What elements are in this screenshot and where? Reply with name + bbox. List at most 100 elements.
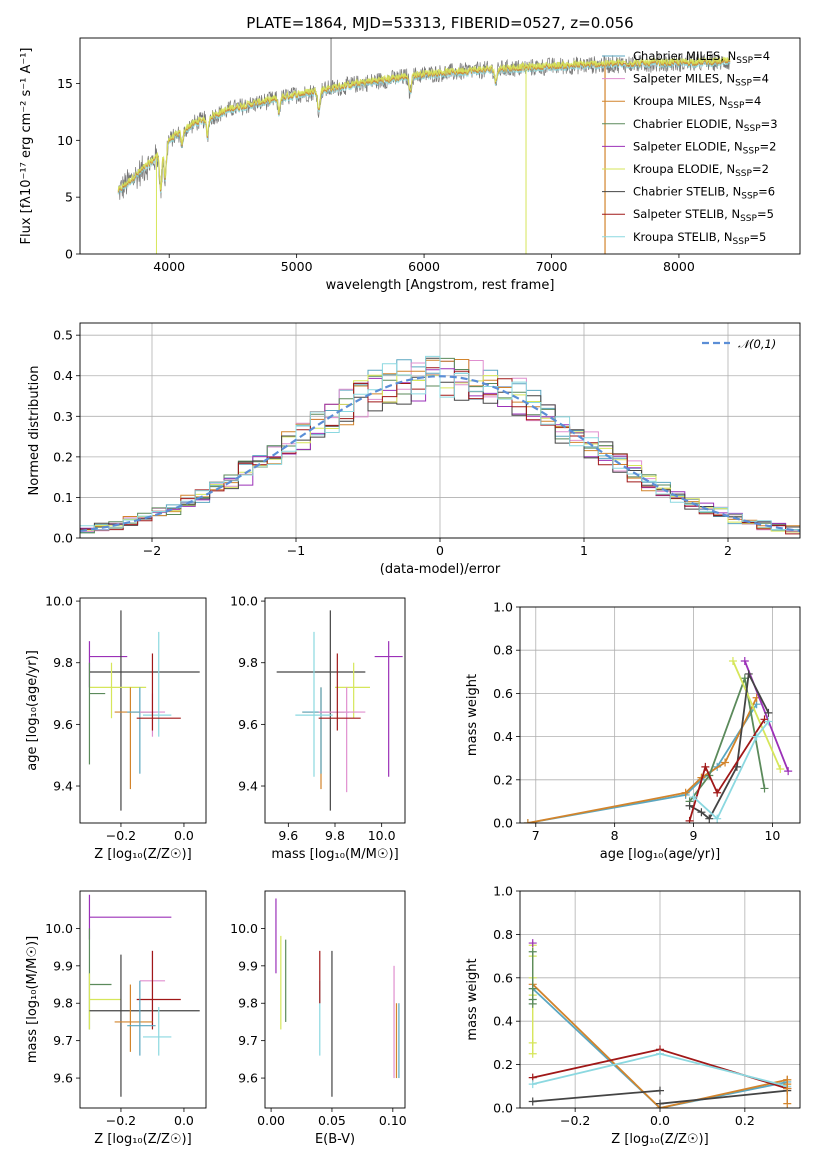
plot-area-age_massweight	[523, 657, 793, 823]
massweight-marker	[681, 788, 690, 797]
plot-area-z_massweight	[528, 939, 792, 1108]
x-tick-label: 8	[611, 828, 619, 843]
errorbar-point	[88, 928, 112, 1030]
massweight-marker	[656, 1099, 664, 1108]
errorbar-point	[318, 687, 366, 793]
x-tick-label: 2	[724, 543, 732, 558]
massweight-marker	[685, 801, 694, 810]
errorbar-point	[276, 610, 366, 811]
panel-mass_age: 9.6 9.8 10.0 9.4 9.6 9.8 10.0 mass [log₁₀(M/M☉)…	[230, 594, 406, 862]
massweight-series-line	[732, 660, 782, 770]
panel-z_massweight: −0.2 0.0 0.2 0.0 0.2 0.4 0.6 0.8 1.0 Z [log₁₀(Z/Z…	[465, 884, 801, 1147]
x-tick-label: 10	[764, 828, 780, 843]
x-axis-label: E(B-V)	[315, 1132, 355, 1147]
x-axis-label: Z [log₁₀(Z/Z☉)]	[611, 1132, 708, 1147]
massweight-marker	[523, 819, 532, 823]
legend-label-eq: =3	[761, 117, 778, 131]
legend-label-eq: =2	[760, 139, 777, 153]
massweight-marker	[689, 793, 698, 802]
y-tick-label: 0.3	[53, 409, 73, 424]
y-axis-label: mass weight	[465, 674, 480, 756]
x-tick-label: −0.2	[560, 1113, 590, 1128]
y-tick-label: 9.4	[238, 779, 258, 794]
errorbar-point	[127, 980, 156, 1056]
errorbar-point	[374, 641, 403, 777]
y-tick-label: 0.6	[493, 970, 513, 985]
massweight-marker	[528, 1080, 537, 1089]
legend-label-sub: SSP	[740, 214, 757, 224]
legend-label-sub: SSP	[735, 79, 752, 89]
errorbar-point	[88, 894, 172, 940]
legend-label-eq: =5	[749, 230, 766, 244]
massweight-marker	[528, 939, 537, 948]
y-tick-label: 0.0	[493, 816, 513, 831]
y-tick-label: 0.4	[493, 729, 513, 744]
legend-label: Kroupa ELODIE, NSSP=2	[633, 162, 769, 179]
legend-label-text: Chabrier ELODIE, N	[633, 117, 744, 131]
y-tick-label: 9.4	[53, 779, 73, 794]
y-tick-label: 0.2	[493, 1057, 513, 1072]
y-tick-label: 9.9	[238, 958, 258, 973]
y-tick-label: 10.0	[230, 921, 258, 936]
x-tick-label: 0.0	[174, 1113, 194, 1128]
legend-label-sub: SSP	[744, 124, 761, 134]
errorbar-point	[88, 641, 128, 688]
plot-area-z_age	[88, 610, 200, 811]
x-tick-label: 0.0	[650, 1113, 670, 1128]
legend-label-text: Kroupa STELIB, N	[633, 230, 733, 244]
x-tick-label: 10.0	[368, 828, 396, 843]
axes-frame	[264, 890, 406, 1109]
y-tick-label: 9.7	[238, 1033, 258, 1048]
x-axis-label: mass [log₁₀(M/M☉)]	[271, 847, 398, 862]
x-tick-label: 7	[532, 828, 540, 843]
y-tick-label: 0.5	[53, 328, 73, 343]
errorbar-point	[302, 687, 349, 774]
legend-label-eq: =5	[757, 207, 774, 221]
massweight-marker	[713, 814, 722, 823]
panel-z_age: −0.2 0.0 9.4 9.6 9.8 10.0 Z [log₁₀(Z/Z☉)] age […	[25, 594, 207, 862]
x-tick-label: 9	[690, 828, 698, 843]
plot-area-spectrum	[117, 38, 731, 254]
y-axis-label: mass weight	[465, 958, 480, 1040]
legend-label-text: Chabrier MILES, N	[633, 49, 736, 63]
legend-label-eq: =4	[753, 49, 770, 63]
x-tick-label: 9.6	[278, 828, 298, 843]
massweight-marker	[760, 784, 769, 793]
axes-frame	[79, 322, 801, 539]
y-axis-label: Flux [fλ10⁻¹⁷ erg cm⁻² s⁻¹ A⁻¹]	[19, 48, 34, 245]
errorbar-point	[88, 662, 106, 765]
y-tick-label: 9.7	[53, 1033, 73, 1048]
x-tick-label: 6000	[408, 259, 440, 274]
y-tick-label: 0	[65, 247, 73, 262]
legend-label-eq: =4	[744, 94, 761, 108]
legend-label: Chabrier STELIB, NSSP=6	[633, 185, 775, 202]
errorbar-point	[114, 687, 153, 790]
errorbar-point	[127, 687, 156, 774]
x-tick-label: 0.00	[257, 1113, 285, 1128]
errorbar-point	[302, 687, 345, 790]
legend-label: Salpeter ELODIE, NSSP=2	[633, 139, 776, 156]
errorbar-point	[136, 653, 181, 731]
massweight-marker	[752, 732, 761, 741]
axes-frame	[519, 606, 801, 824]
massweight-series-line	[688, 718, 766, 822]
y-tick-label: 1.0	[493, 600, 513, 615]
panel-z_mass: −0.2 0.0 9.6 9.7 9.8 9.9 10.0 Z [log₁₀(Z/Z☉)] ma…	[25, 890, 207, 1147]
y-tick-label: 0.6	[493, 686, 513, 701]
errorbar-point	[335, 662, 370, 719]
massweight-series-line	[659, 1089, 788, 1105]
x-axis-label: (data-model)/error	[380, 562, 501, 577]
massweight-marker	[764, 708, 773, 717]
legend-label: Kroupa MILES, NSSP=4	[633, 94, 761, 111]
y-tick-label: 0.8	[493, 927, 513, 942]
x-tick-label: 5000	[281, 259, 313, 274]
legend-label: Chabrier MILES, NSSP=4	[633, 49, 770, 66]
errorbar-point	[136, 950, 181, 1030]
x-tick-label: −0.2	[106, 1113, 136, 1128]
plot-area-ebv_mass	[275, 898, 400, 1097]
legend-label-text: Salpeter ELODIE, N	[633, 139, 743, 153]
y-tick-label: 10	[57, 133, 73, 148]
legend-label-text: Kroupa ELODIE, N	[633, 162, 735, 176]
y-axis-label: mass [log₁₀(M/M☉)]	[25, 936, 40, 1063]
panel-ebv_mass: 0.00 0.05 0.10 9.6 9.7 9.8 9.9 10.0 E(B-V)	[230, 890, 407, 1147]
